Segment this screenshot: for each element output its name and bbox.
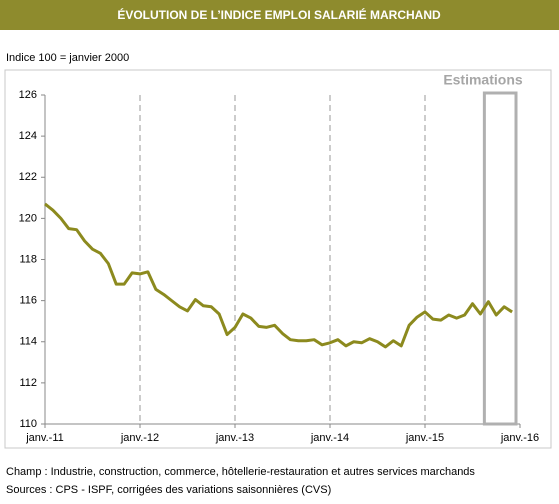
y-tick-label: 114 xyxy=(19,336,37,348)
y-tick-label: 122 xyxy=(19,171,37,183)
y-tick-label: 120 xyxy=(19,212,37,224)
y-tick-label: 126 xyxy=(19,89,37,101)
x-tick-label: janv.-16 xyxy=(500,432,539,444)
footnote: Champ : Industrie, construction, commerc… xyxy=(6,466,475,478)
x-tick-label: janv.-14 xyxy=(310,432,349,444)
x-tick-label: janv.-12 xyxy=(120,432,159,444)
annotation: Estimations xyxy=(443,72,523,88)
y-tick-label: 112 xyxy=(19,377,37,389)
footnote: Sources : CPS - ISPF, corrigées des vari… xyxy=(6,484,331,496)
estimation-box xyxy=(482,91,518,426)
chart-title: ÉVOLUTION DE L’INDICE EMPLOI SALARIÉ MAR… xyxy=(117,7,441,22)
y-tick-label: 116 xyxy=(19,295,37,307)
y-tick-label: 124 xyxy=(19,130,37,142)
x-tick-label: janv.-13 xyxy=(215,432,254,444)
y-tick-label: 118 xyxy=(19,253,37,265)
y-tick-label: 110 xyxy=(19,418,37,430)
x-tick-label: janv.-11 xyxy=(25,432,64,444)
subtitle: Indice 100 = janvier 2000 xyxy=(6,52,129,64)
data-line xyxy=(44,202,513,349)
x-tick-label: janv.-15 xyxy=(405,432,444,444)
chart-frame xyxy=(4,69,552,449)
title-banner xyxy=(0,0,559,30)
